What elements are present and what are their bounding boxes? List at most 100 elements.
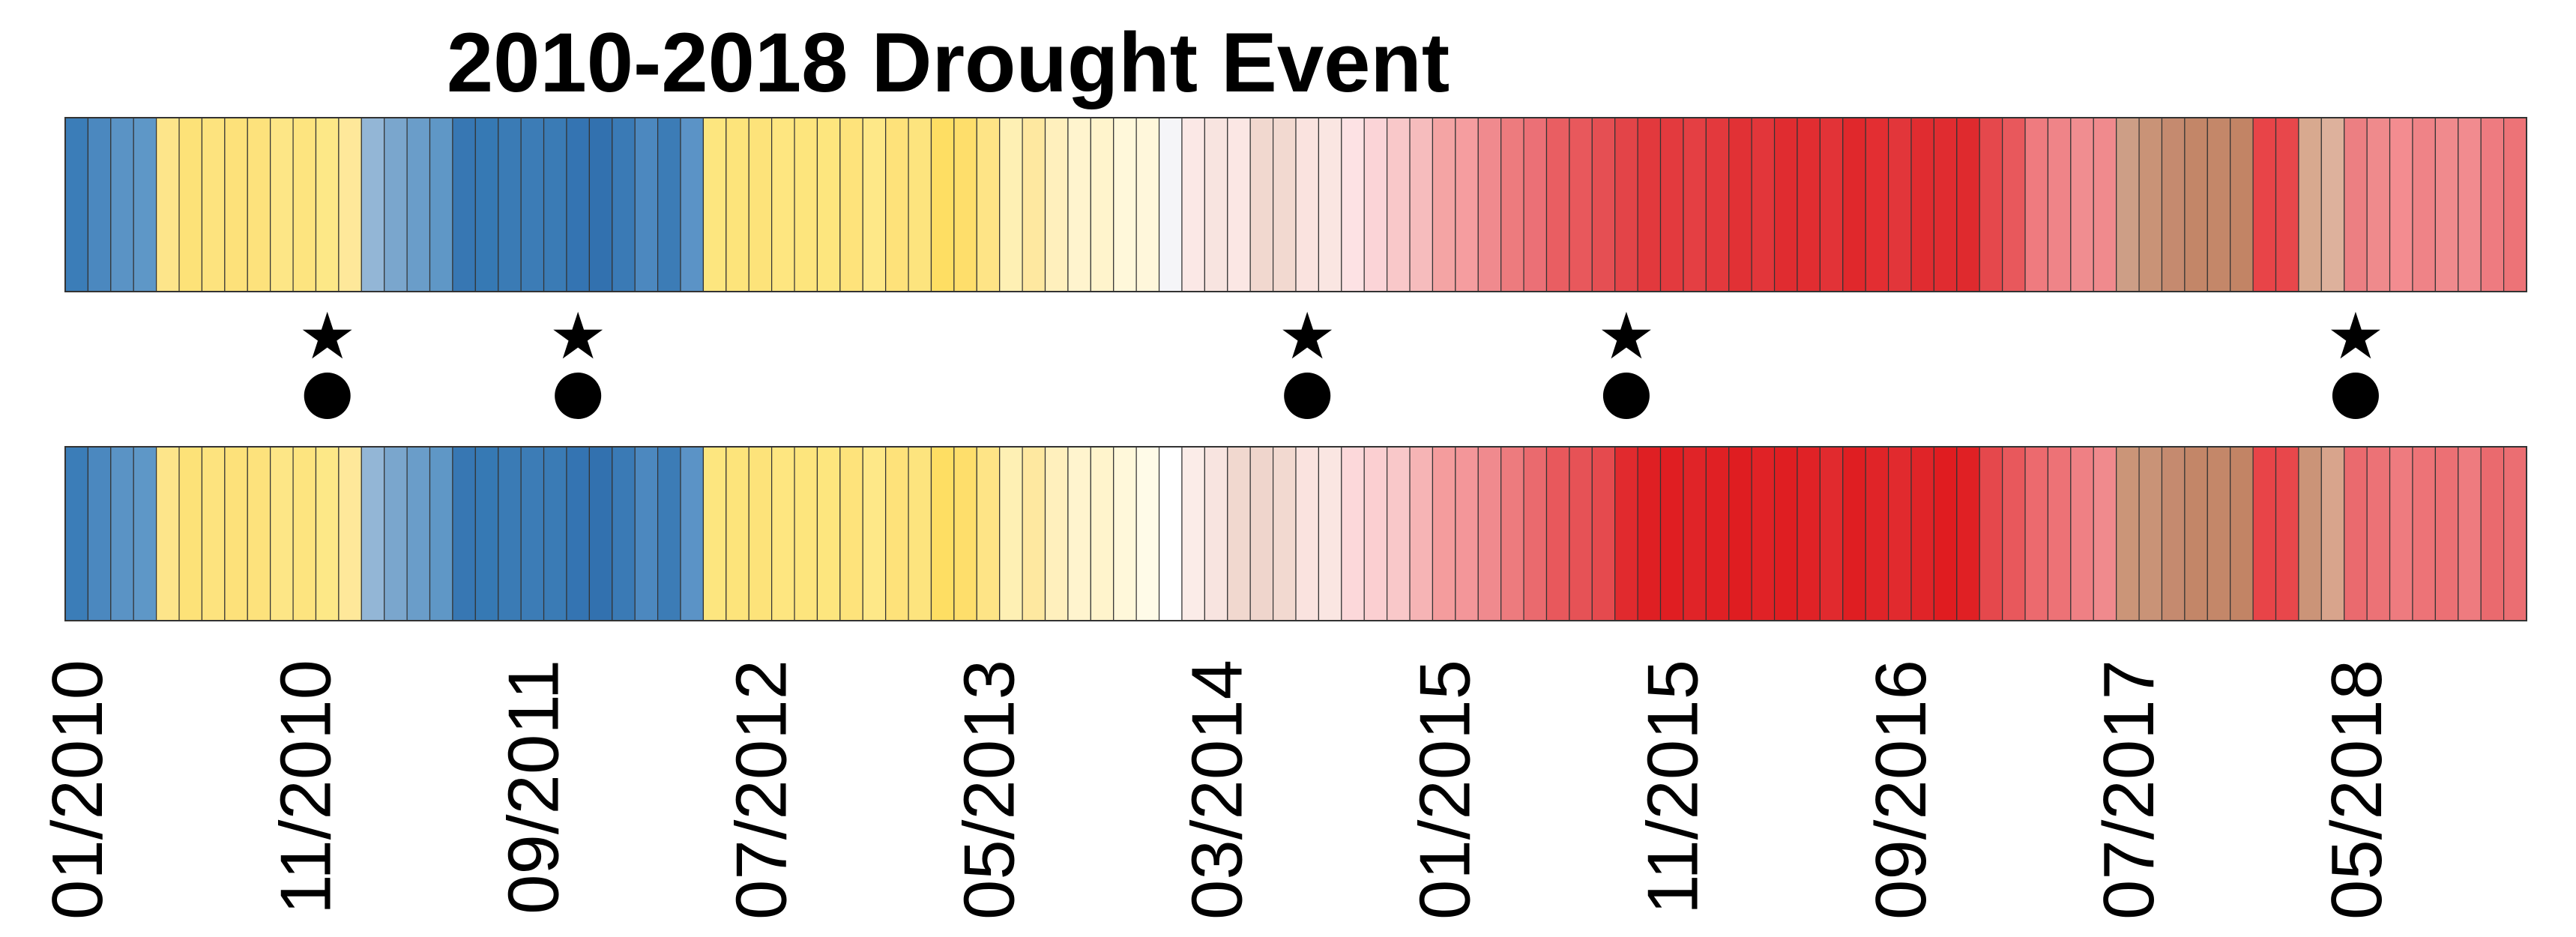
heatmap-cell-r1-m91 (2138, 446, 2163, 621)
heatmap-cell-r0-m48 (1158, 117, 1183, 292)
heatmap-cell-r1-m43 (1044, 446, 1069, 621)
heatmap-row-frame (64, 117, 2527, 292)
heatmap-cell-r0-m102 (2389, 117, 2413, 292)
heatmap-cell-r0-m20 (520, 117, 545, 292)
heatmap-cell-r0-m93 (2184, 117, 2208, 292)
heatmap-cell-r1-m60 (1432, 446, 1456, 621)
heatmap-cell-r1-m82 (1933, 446, 1958, 621)
heatmap-cell-r1-m15 (406, 446, 431, 621)
heatmap-cell-r1-m21 (543, 446, 567, 621)
heatmap-cell-r0-m33 (816, 117, 841, 292)
heatmap-cell-r0-m7 (224, 117, 248, 292)
heatmap-cell-r0-m107 (2503, 117, 2527, 292)
heatmap-cell-r0-m52 (1249, 117, 1274, 292)
heatmap-cell-r1-m64 (1523, 446, 1548, 621)
heatmap-cell-r1-m69 (1637, 446, 1662, 621)
heatmap-cell-r1-m49 (1181, 446, 1205, 621)
heatmap-cell-r0-m61 (1455, 117, 1479, 292)
circle-marker-icon (1602, 373, 1650, 419)
heatmap-cell-r1-m16 (429, 446, 453, 621)
heatmap-cell-r0-m51 (1227, 117, 1251, 292)
heatmap-cell-r0-m71 (1683, 117, 1707, 292)
heatmap-cell-r0-m74 (1751, 117, 1776, 292)
heatmap-cell-r1-m5 (178, 446, 203, 621)
heatmap-cell-r1-m66 (1569, 446, 1593, 621)
heatmap-cell-r0-m42 (1022, 117, 1046, 292)
heatmap-cell-r0-m50 (1204, 117, 1228, 292)
heatmap-cell-r0-m21 (543, 117, 567, 292)
heatmap-cell-r1-m92 (2161, 446, 2186, 621)
heatmap-cell-r1-m10 (292, 446, 317, 621)
heatmap-cell-r1-m53 (1272, 446, 1297, 621)
heatmap-cell-r1-m62 (1477, 446, 1502, 621)
heatmap-cell-r1-m45 (1090, 446, 1114, 621)
heatmap-cell-r0-m13 (361, 117, 385, 292)
heatmap-cell-r1-m81 (1910, 446, 1935, 621)
heatmap-row-frame (64, 446, 2527, 621)
heatmap-cell-r0-m53 (1272, 117, 1297, 292)
heatmap-cell-r0-m16 (429, 117, 453, 292)
heatmap-cell-r1-m4 (156, 446, 180, 621)
heatmap-cell-r0-m49 (1181, 117, 1205, 292)
heatmap-cell-r1-m96 (2252, 446, 2277, 621)
heatmap-cell-r1-m71 (1683, 446, 1707, 621)
x-tick-label: 07/2012 (721, 660, 801, 920)
heatmap-cell-r0-m5 (178, 117, 203, 292)
heatmap-cell-r1-m52 (1249, 446, 1274, 621)
heatmap-cell-r0-m104 (2434, 117, 2459, 292)
heatmap-cell-r1-m8 (247, 446, 271, 621)
heatmap-cell-r0-m32 (794, 117, 818, 292)
heatmap-cell-r1-m99 (2320, 446, 2345, 621)
heatmap-cell-r0-m70 (1659, 117, 1684, 292)
heatmap-row-top (64, 117, 2527, 292)
x-tick-label: 01/2015 (1405, 660, 1485, 920)
heatmap-cell-r0-m19 (498, 117, 522, 292)
heatmap-cell-r1-m100 (2344, 446, 2368, 621)
circle-marker-icon (1284, 373, 1331, 419)
heatmap-cell-r1-m18 (474, 446, 499, 621)
heatmap-cell-r0-m34 (839, 117, 863, 292)
heatmap-cell-r0-m73 (1728, 117, 1752, 292)
heatmap-cell-r1-m54 (1295, 446, 1320, 621)
heatmap-cell-r0-m12 (338, 117, 362, 292)
heatmap-cell-r1-m68 (1614, 446, 1638, 621)
heatmap-cell-r1-m63 (1500, 446, 1524, 621)
heatmap-cell-r1-m98 (2298, 446, 2322, 621)
heatmap-cell-r0-m64 (1523, 117, 1548, 292)
heatmap-cell-r0-m88 (2070, 117, 2094, 292)
heatmap-cell-r1-m57 (1363, 446, 1388, 621)
heatmap-cell-r1-m87 (2047, 446, 2072, 621)
heatmap-cell-r1-m58 (1387, 446, 1411, 621)
heatmap-cell-r0-m25 (634, 117, 659, 292)
heatmap-cell-r0-m55 (1318, 117, 1342, 292)
heatmap-cell-r1-m90 (2116, 446, 2140, 621)
heatmap-cell-r0-m37 (908, 117, 932, 292)
heatmap-cell-r1-m30 (748, 446, 773, 621)
chart-title: 2010-2018 Drought Event (447, 16, 1450, 109)
heatmap-cell-r1-m12 (338, 446, 362, 621)
x-tick-label: 09/2016 (1861, 660, 1941, 920)
heatmap-cell-r1-m88 (2070, 446, 2094, 621)
heatmap-cell-r0-m35 (862, 117, 887, 292)
heatmap-cell-r1-m55 (1318, 446, 1342, 621)
heatmap-cell-r1-m28 (702, 446, 727, 621)
heatmap-cell-r1-m34 (839, 446, 863, 621)
heatmap-cell-r0-m98 (2298, 117, 2322, 292)
heatmap-cell-r1-m77 (1819, 446, 1844, 621)
star-marker-icon: ★ (2326, 299, 2384, 374)
star-marker-icon: ★ (298, 299, 356, 374)
heatmap-cell-r0-m66 (1569, 117, 1593, 292)
heatmap-cell-r1-m47 (1135, 446, 1160, 621)
heatmap-cell-r0-m41 (999, 117, 1023, 292)
heatmap-cell-r0-m8 (247, 117, 271, 292)
circle-marker-icon (555, 373, 602, 419)
star-marker-icon: ★ (1597, 299, 1655, 374)
heatmap-cell-r0-m3 (133, 117, 157, 292)
heatmap-cell-r1-m38 (930, 446, 955, 621)
heatmap-cell-r1-m73 (1728, 446, 1752, 621)
heatmap-cell-r1-m51 (1227, 446, 1251, 621)
heatmap-cell-r1-m83 (1956, 446, 1980, 621)
heatmap-cell-r0-m9 (270, 117, 294, 292)
heatmap-cell-r0-m24 (612, 117, 636, 292)
heatmap-cell-r0-m54 (1295, 117, 1320, 292)
